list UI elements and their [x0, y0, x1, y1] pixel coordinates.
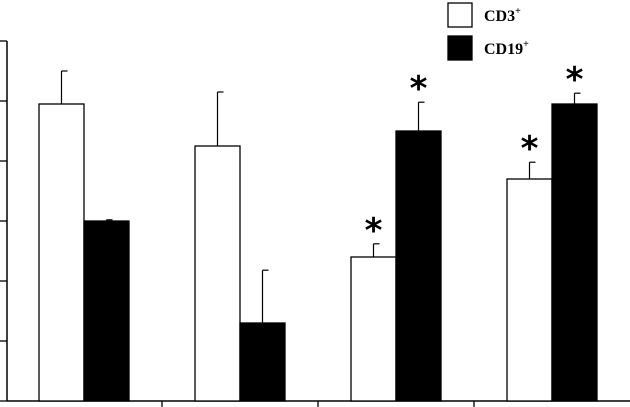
chart-bars: * * * *	[38, 60, 598, 402]
bar-cd3-1	[38, 103, 85, 402]
bar-cd19-2	[239, 322, 286, 402]
legend-label-cd3: CD3	[484, 8, 515, 25]
significance-marker-cd19-3: *	[410, 69, 428, 109]
bar-cd19-4	[551, 103, 598, 402]
legend-label-cd19: CD19	[484, 41, 523, 58]
chart-legend: CD3+ CD19+	[447, 2, 529, 61]
significance-marker-cd19-4: *	[566, 60, 584, 100]
significance-marker-cd3-3: *	[365, 211, 383, 251]
legend-swatch-cd3	[447, 2, 473, 28]
bar-cd3-4	[506, 178, 553, 402]
bar-cd3-3	[350, 256, 397, 402]
legend-swatch-cd19	[447, 35, 473, 61]
bar-cd19-1	[83, 220, 130, 402]
legend-sup-cd3: +	[515, 6, 521, 17]
svg-text:CD3+: CD3+	[484, 6, 521, 25]
significance-marker-cd3-4: *	[521, 129, 539, 169]
legend-sup-cd19: +	[523, 39, 529, 50]
svg-text:CD19+: CD19+	[484, 39, 529, 58]
bar-cd19-3	[395, 130, 442, 402]
bar-cd3-2	[194, 145, 241, 402]
